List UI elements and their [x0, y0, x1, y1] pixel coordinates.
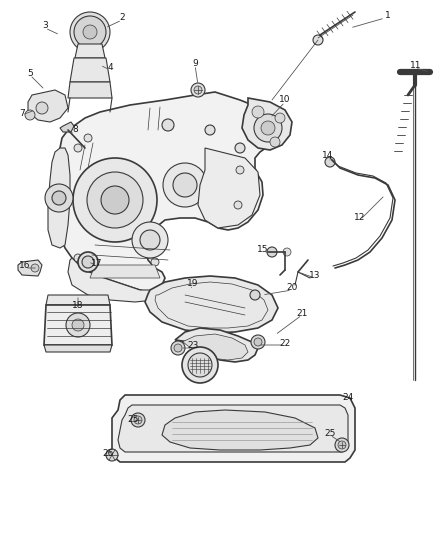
Polygon shape: [44, 305, 112, 345]
Circle shape: [194, 86, 202, 94]
Circle shape: [252, 106, 264, 118]
Polygon shape: [28, 90, 68, 122]
Circle shape: [87, 172, 143, 228]
Circle shape: [73, 158, 157, 242]
Text: 15: 15: [257, 246, 269, 254]
Circle shape: [182, 347, 218, 383]
Polygon shape: [68, 82, 112, 98]
Text: 11: 11: [410, 61, 422, 70]
Text: 17: 17: [91, 259, 103, 268]
Polygon shape: [162, 410, 318, 450]
Circle shape: [236, 166, 244, 174]
Polygon shape: [198, 148, 260, 228]
Polygon shape: [75, 44, 105, 58]
Circle shape: [31, 264, 39, 272]
Circle shape: [140, 230, 160, 250]
Circle shape: [313, 35, 323, 45]
Polygon shape: [182, 334, 248, 360]
Circle shape: [132, 222, 168, 258]
Text: 4: 4: [107, 63, 113, 72]
Text: 14: 14: [322, 151, 334, 160]
Circle shape: [251, 335, 265, 349]
Text: 16: 16: [19, 262, 31, 271]
Circle shape: [151, 258, 159, 266]
Circle shape: [270, 137, 280, 147]
Circle shape: [254, 114, 282, 142]
Polygon shape: [242, 98, 292, 150]
Text: 3: 3: [42, 21, 48, 30]
Text: 13: 13: [309, 271, 321, 280]
Text: 25: 25: [324, 429, 336, 438]
Text: 20: 20: [286, 284, 298, 293]
Circle shape: [335, 438, 349, 452]
Circle shape: [261, 121, 275, 135]
Circle shape: [83, 25, 97, 39]
Circle shape: [74, 254, 82, 262]
Circle shape: [45, 184, 73, 212]
Text: 23: 23: [187, 342, 199, 351]
Circle shape: [250, 290, 260, 300]
Text: 19: 19: [187, 279, 199, 287]
Text: 9: 9: [192, 59, 198, 68]
Circle shape: [74, 16, 106, 48]
Circle shape: [66, 313, 90, 337]
Circle shape: [325, 157, 335, 167]
Polygon shape: [70, 58, 110, 82]
Text: 1: 1: [385, 12, 391, 20]
Circle shape: [101, 186, 129, 214]
Circle shape: [267, 247, 277, 257]
Circle shape: [188, 353, 212, 377]
Circle shape: [338, 441, 346, 449]
Circle shape: [205, 125, 215, 135]
Circle shape: [234, 201, 242, 209]
Circle shape: [106, 449, 118, 461]
Circle shape: [254, 338, 262, 346]
Circle shape: [173, 173, 197, 197]
Circle shape: [283, 248, 291, 256]
Polygon shape: [90, 265, 160, 278]
Text: 22: 22: [279, 338, 291, 348]
Polygon shape: [44, 345, 112, 352]
Polygon shape: [46, 295, 110, 305]
Polygon shape: [68, 258, 162, 302]
Circle shape: [191, 83, 205, 97]
Circle shape: [162, 119, 174, 131]
Circle shape: [52, 191, 66, 205]
Text: 5: 5: [27, 69, 33, 77]
Text: 18: 18: [72, 302, 84, 311]
Circle shape: [84, 134, 92, 142]
Text: 21: 21: [297, 309, 307, 318]
Polygon shape: [60, 122, 74, 132]
Circle shape: [131, 413, 145, 427]
Polygon shape: [60, 92, 272, 292]
Circle shape: [70, 12, 110, 52]
Text: 7: 7: [19, 109, 25, 117]
Polygon shape: [18, 260, 42, 276]
Text: 26: 26: [102, 448, 114, 457]
Text: 12: 12: [354, 214, 366, 222]
Text: 24: 24: [343, 393, 353, 402]
Polygon shape: [112, 395, 355, 462]
Polygon shape: [145, 276, 278, 333]
Polygon shape: [118, 405, 348, 452]
Text: 25: 25: [127, 416, 139, 424]
Circle shape: [134, 416, 142, 424]
Circle shape: [275, 113, 285, 123]
Circle shape: [72, 319, 84, 331]
Text: 8: 8: [72, 125, 78, 134]
Circle shape: [171, 341, 185, 355]
Circle shape: [78, 252, 98, 272]
Circle shape: [74, 144, 82, 152]
Text: 2: 2: [119, 13, 125, 22]
Circle shape: [235, 143, 245, 153]
Text: 10: 10: [279, 95, 291, 104]
Circle shape: [25, 110, 35, 120]
Circle shape: [163, 163, 207, 207]
Circle shape: [36, 102, 48, 114]
Circle shape: [174, 344, 182, 352]
Circle shape: [82, 256, 94, 268]
Polygon shape: [48, 148, 70, 248]
Polygon shape: [175, 328, 258, 362]
